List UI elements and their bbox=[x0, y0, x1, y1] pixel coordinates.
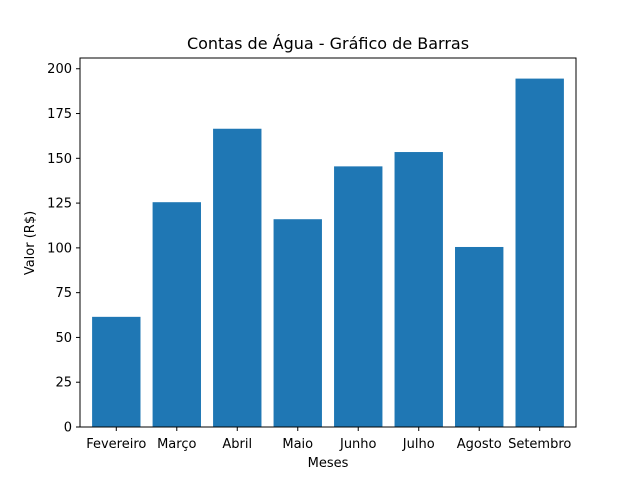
x-tick-label: Março bbox=[157, 437, 196, 452]
x-tick-label: Julho bbox=[402, 437, 435, 452]
x-axis-label: Meses bbox=[308, 456, 349, 471]
y-tick-label: 50 bbox=[55, 331, 72, 346]
y-tick-label: 75 bbox=[55, 286, 72, 301]
bar-2 bbox=[213, 128, 262, 427]
y-tick-label: 100 bbox=[47, 241, 72, 256]
x-tick-label: Fevereiro bbox=[86, 437, 146, 452]
chart-title: Contas de Água - Gráfico de Barras bbox=[187, 34, 469, 53]
bar-0 bbox=[92, 316, 141, 427]
x-tick-label: Agosto bbox=[457, 437, 502, 452]
x-ticks-group: Fevereiro Março Abril Maio Junho Julho Agosto S… bbox=[86, 427, 571, 452]
bar-4 bbox=[334, 166, 383, 427]
bar-5 bbox=[394, 152, 443, 428]
bar-6 bbox=[455, 246, 504, 427]
x-tick-label: Setembro bbox=[508, 437, 571, 452]
y-tick-label: 0 bbox=[64, 421, 72, 436]
y-axis-label: Valor (R$) bbox=[23, 211, 38, 275]
bar-7 bbox=[515, 78, 564, 427]
x-tick-label: Abril bbox=[222, 437, 252, 452]
x-tick-label: Junho bbox=[339, 437, 377, 452]
plot-frame bbox=[79, 57, 577, 428]
y-ticks-group: 0 25 50 75 100 125 150 175 200 bbox=[47, 62, 80, 436]
x-tick-label: Maio bbox=[282, 437, 313, 452]
bars-group bbox=[92, 78, 564, 428]
y-tick-label: 125 bbox=[47, 197, 72, 212]
bar-3 bbox=[273, 219, 322, 427]
bar-1 bbox=[152, 202, 201, 427]
y-tick-label: 200 bbox=[47, 62, 72, 77]
y-tick-label: 175 bbox=[47, 107, 72, 122]
y-tick-label: 25 bbox=[55, 376, 72, 391]
y-tick-label: 150 bbox=[47, 152, 72, 167]
